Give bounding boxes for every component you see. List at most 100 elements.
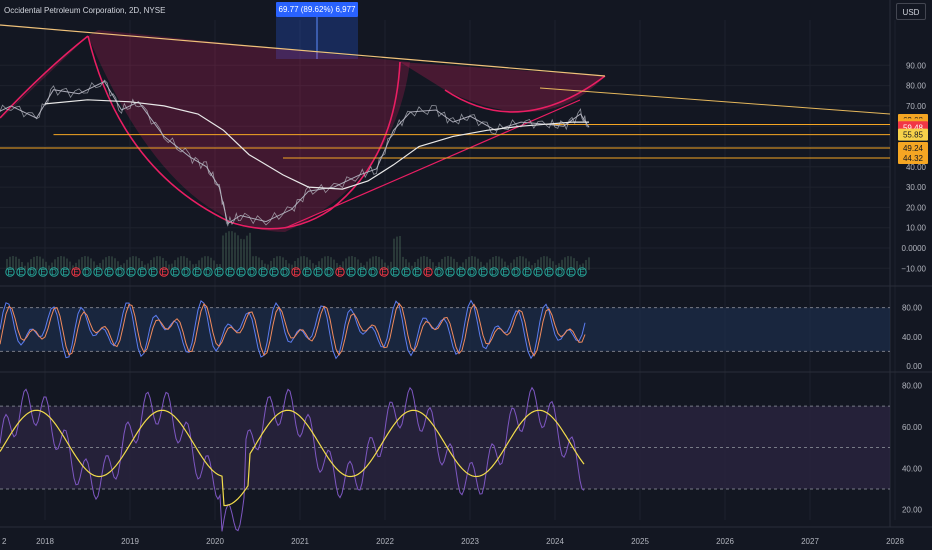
volume-bar — [372, 256, 374, 270]
volume-bar — [270, 260, 272, 270]
earnings-marker-label: E — [458, 268, 463, 277]
volume-bar — [237, 235, 239, 270]
volume-bar — [57, 256, 59, 270]
x-tick-label: 2020 — [206, 537, 224, 546]
volume-bar — [300, 256, 302, 270]
volume-bar — [48, 265, 50, 270]
chart-title: Occidental Petroleum Corporation, 2D, NY… — [4, 6, 166, 15]
earnings-marker-label: E — [7, 268, 12, 277]
earnings-marker — [511, 267, 521, 277]
volume-bar — [519, 256, 521, 270]
volume-bar — [78, 259, 80, 270]
volume-bar — [207, 256, 209, 270]
earnings-marker-label: D — [205, 268, 211, 277]
volume-bar — [387, 265, 389, 270]
left-arc — [0, 35, 89, 119]
earnings-marker-label: E — [139, 268, 144, 277]
volume-bar — [210, 257, 212, 270]
stoch-tick-label: 40.00 — [902, 333, 923, 342]
volume-bar — [315, 264, 317, 270]
volume-bar — [411, 265, 413, 270]
volume-bar — [492, 256, 494, 270]
price-badge-label: 59.48 — [903, 123, 924, 132]
trend-extension — [539, 87, 891, 115]
earnings-marker — [16, 267, 26, 277]
volume-bar — [141, 261, 143, 270]
x-tick-label: 2023 — [461, 537, 479, 546]
volume-bar — [525, 258, 527, 270]
earnings-marker-label: E — [414, 268, 419, 277]
volume-bar — [486, 262, 488, 270]
volume-bar — [558, 263, 560, 270]
volume-bar — [576, 261, 578, 270]
volume-bar — [309, 259, 311, 270]
volume-bar — [513, 259, 515, 270]
earnings-marker-label: D — [513, 268, 519, 277]
volume-bar — [498, 256, 500, 270]
earnings-marker-label: E — [403, 268, 408, 277]
earnings-marker-label: E — [359, 268, 364, 277]
volume-bar — [420, 256, 422, 270]
earnings-marker — [467, 267, 477, 277]
volume-bar — [567, 256, 569, 270]
earnings-marker-label: E — [546, 268, 551, 277]
volume-bar — [333, 259, 335, 270]
volume-bar — [153, 257, 155, 270]
volume-bar — [354, 257, 356, 270]
volume-bar — [429, 258, 431, 270]
earnings-marker — [192, 267, 202, 277]
earnings-marker — [577, 267, 587, 277]
earnings-marker — [60, 267, 70, 277]
earnings-marker — [555, 267, 565, 277]
earnings-marker-label: E — [216, 268, 221, 277]
price-tick-label: 40.00 — [906, 163, 927, 172]
volume-bar — [537, 259, 539, 270]
earnings-marker-label: E — [502, 268, 507, 277]
earnings-marker-label: D — [183, 268, 189, 277]
volume-bar — [123, 263, 125, 270]
earnings-marker — [533, 267, 543, 277]
volume-bar — [441, 258, 443, 270]
volume-bar — [159, 256, 161, 270]
x-tick-label: 2025 — [631, 537, 649, 546]
volume-bar — [336, 263, 338, 270]
volume-bar — [417, 258, 419, 270]
volume-bar — [108, 256, 110, 270]
earnings-marker — [456, 267, 466, 277]
earnings-marker-label: E — [447, 268, 452, 277]
volume-bar — [402, 256, 404, 270]
earnings-marker — [82, 267, 92, 277]
volume-bar — [345, 258, 347, 270]
volume-bar — [279, 256, 281, 270]
volume-bar — [588, 257, 590, 270]
volume-bar — [384, 262, 386, 270]
earnings-marker-label: E — [62, 268, 67, 277]
volume-bar — [147, 263, 149, 270]
earnings-marker — [214, 267, 224, 277]
volume-bar — [21, 261, 23, 270]
volume-bar — [30, 259, 32, 270]
earnings-marker-label: E — [568, 268, 573, 277]
volume-bar — [168, 264, 170, 270]
earnings-marker-label: E — [524, 268, 529, 277]
earnings-marker — [280, 267, 290, 277]
earnings-marker-label: D — [29, 268, 35, 277]
volume-bar — [528, 261, 530, 270]
earnings-marker-label: E — [381, 268, 386, 277]
currency-button[interactable]: USD — [896, 3, 926, 20]
volume-bar — [231, 231, 233, 270]
volume-bar — [462, 262, 464, 270]
volume-bar — [438, 262, 440, 270]
price-tick-label: 0.0000 — [902, 244, 927, 253]
earnings-marker — [236, 267, 246, 277]
volume-bar — [435, 265, 437, 270]
volume-bar — [6, 258, 8, 270]
earnings-marker-label: D — [491, 268, 497, 277]
volume-bar — [327, 256, 329, 270]
volume-bar — [432, 262, 434, 270]
earnings-marker — [159, 267, 169, 277]
earnings-marker-label: E — [293, 268, 298, 277]
rsi-tick-label: 20.00 — [902, 506, 923, 515]
